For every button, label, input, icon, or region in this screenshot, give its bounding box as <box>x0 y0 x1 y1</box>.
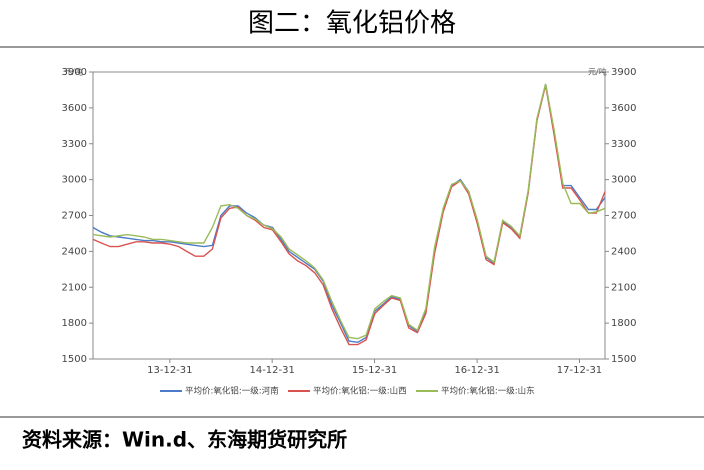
y-tick-label: 1800 <box>62 318 87 329</box>
y2-tick-label: 2100 <box>611 282 636 293</box>
y-tick-label: 3000 <box>62 175 87 186</box>
y2-tick-label: 3600 <box>611 103 636 114</box>
y2-tick-label: 3300 <box>611 139 636 150</box>
y-tick-label: 3300 <box>62 139 87 150</box>
legend-label: 平均价:氧化铝:一级:河南 <box>185 386 279 397</box>
y2-tick-label: 3000 <box>611 175 636 186</box>
y2-tick-label: 2400 <box>611 246 636 257</box>
x-tick-label: 14-12-31 <box>249 365 294 376</box>
y2-tick-label: 1800 <box>611 318 636 329</box>
x-tick-label: 15-12-31 <box>352 365 397 376</box>
y-tick-label: 2400 <box>62 246 87 257</box>
x-tick-label: 17-12-31 <box>557 365 602 376</box>
y-unit: 元/吨 <box>64 67 83 77</box>
y-tick-label: 1500 <box>62 354 87 365</box>
y-tick-label: 3600 <box>62 103 87 114</box>
x-tick-label: 16-12-31 <box>454 365 499 376</box>
y-tick-label: 2700 <box>62 211 87 222</box>
y2-tick-label: 1500 <box>611 354 636 365</box>
legend-label: 平均价:氧化铝:一级:山西 <box>313 386 407 397</box>
y2-tick-label: 2700 <box>611 211 636 222</box>
chart-title: 图二：氧化铝价格 <box>248 9 456 39</box>
series-line <box>92 85 606 346</box>
x-tick-label: 13-12-31 <box>147 365 192 376</box>
y2-tick-label: 3900 <box>611 67 636 78</box>
legend-label: 平均价:氧化铝:一级:山东 <box>441 386 535 397</box>
y-tick-label: 3900 <box>62 67 87 78</box>
y-tick-label: 2100 <box>62 282 87 293</box>
series-line <box>92 83 606 340</box>
source: 资料来源：Win.d、东海期货研究所 <box>22 428 347 452</box>
